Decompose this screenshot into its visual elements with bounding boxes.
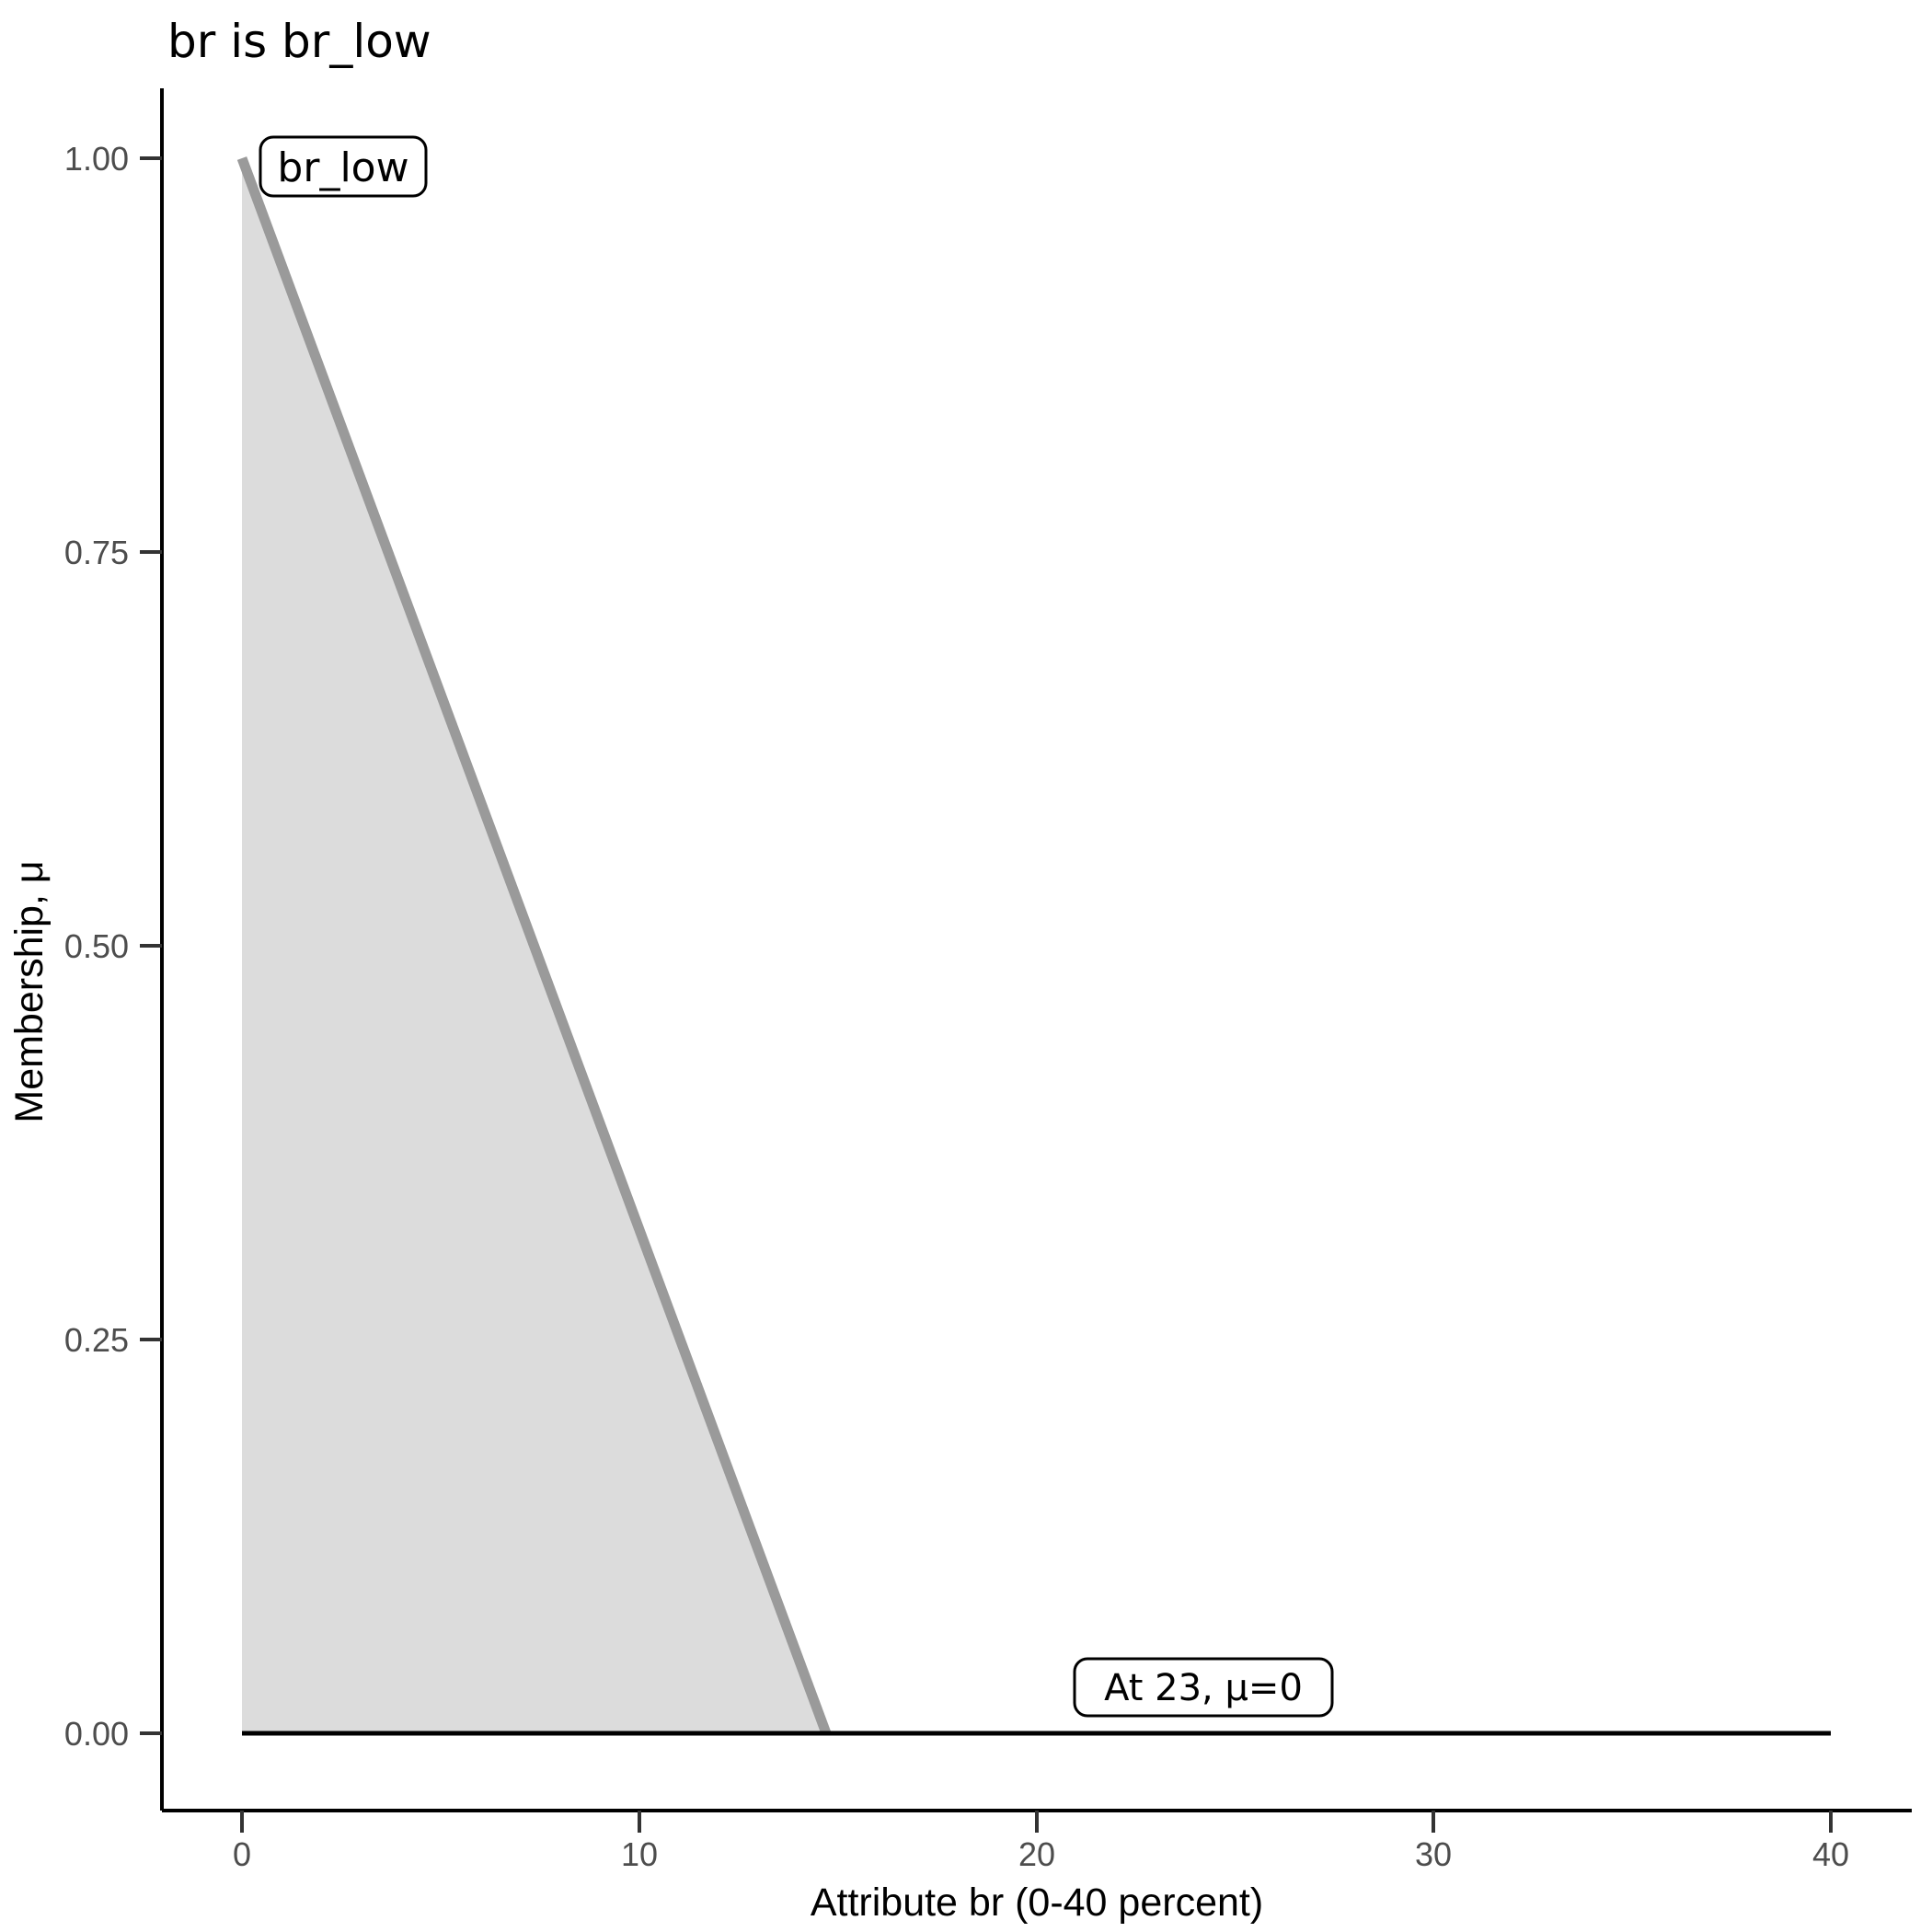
value-annotation-text: At 23, μ=0 (1104, 1667, 1303, 1709)
y-tick-labels: 1.00 0.75 0.50 0.25 0.00 (64, 140, 129, 1753)
value-annotation: At 23, μ=0 (1073, 1657, 1334, 1718)
x-axis-title: Attribute br (0-40 percent) (811, 1880, 1263, 1925)
y-tick-marks (140, 156, 162, 1735)
x-tick-label-0: 0 (233, 1835, 251, 1873)
x-tick-labels: 0 10 20 30 40 (233, 1835, 1849, 1873)
set-label-annotation: br_low (259, 135, 428, 198)
x-tick-marks (240, 1811, 1833, 1833)
y-tick-label-0.75: 0.75 (64, 534, 129, 571)
value-annotation-box (1073, 1657, 1334, 1718)
membership-line (236, 156, 832, 1735)
chart-title: br is br_low (167, 15, 431, 68)
y-tick-label-0.25: 0.25 (64, 1321, 129, 1359)
set-label-box (259, 135, 428, 198)
y-axis-title: Membership, μ (7, 860, 52, 1122)
y-tick-label-0.00: 0.00 (64, 1715, 129, 1753)
set-label-text: br_low (277, 144, 408, 191)
y-tick-label-1.00: 1.00 (64, 140, 129, 178)
x-tick-label-10: 10 (621, 1835, 658, 1873)
y-tick-label-0.50: 0.50 (64, 927, 129, 965)
x-tick-label-20: 20 (1018, 1835, 1055, 1873)
x-tick-label-30: 30 (1415, 1835, 1452, 1873)
x-tick-label-40: 40 (1812, 1835, 1849, 1873)
